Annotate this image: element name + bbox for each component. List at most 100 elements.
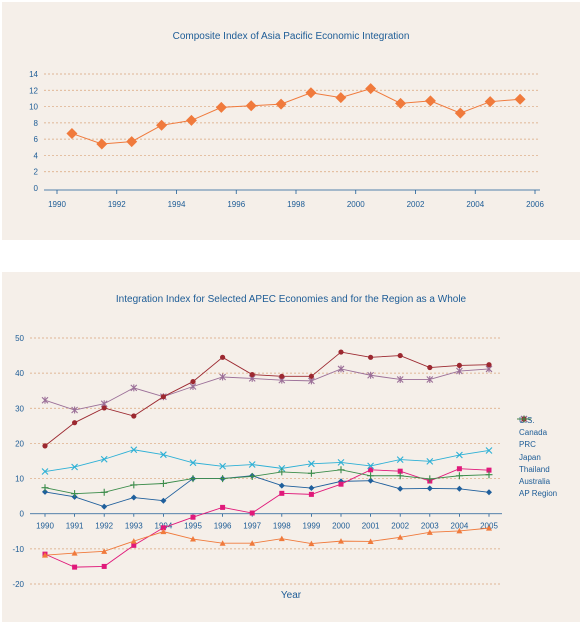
- x-tick-label: 1996: [227, 200, 245, 209]
- data-point: [486, 467, 492, 473]
- x-tick-label: 1996: [214, 522, 232, 531]
- series-prc: [42, 525, 492, 558]
- y-tick-label: 20: [15, 439, 24, 448]
- data-point: [160, 394, 166, 400]
- data-point: [338, 478, 344, 485]
- data-point: [367, 462, 374, 470]
- y-tick-label: 4: [34, 151, 39, 160]
- y-tick-label: 50: [15, 334, 24, 343]
- data-point: [455, 472, 463, 480]
- data-point: [395, 97, 407, 109]
- composite-index-panel: Composite Index of Asia Pacific Economic…: [2, 2, 580, 240]
- data-point: [100, 488, 108, 496]
- data-point: [249, 510, 255, 516]
- data-point: [189, 475, 197, 483]
- series-line: [71, 88, 521, 145]
- series-line: [44, 351, 490, 447]
- integration-index-panel: Integration Index for Selected APEC Econ…: [2, 272, 580, 622]
- data-point: [486, 489, 492, 496]
- legend-item: Canada: [516, 416, 557, 438]
- data-point: [190, 514, 196, 520]
- data-point: [275, 98, 287, 110]
- data-point: [72, 564, 78, 570]
- legend-label: Japan: [519, 452, 541, 462]
- series-line: [44, 468, 490, 568]
- data-point: [396, 375, 404, 383]
- legend-label: Australia: [519, 477, 551, 487]
- x-tick-label: 2002: [407, 200, 425, 209]
- legend-label: AP Region: [519, 489, 558, 499]
- data-point: [397, 534, 404, 540]
- data-point: [130, 384, 138, 392]
- y-tick-label: 0: [34, 184, 39, 193]
- y-tick-label: 30: [15, 404, 24, 413]
- x-tick-label: 1993: [125, 522, 143, 531]
- data-point: [190, 378, 196, 385]
- data-point: [71, 550, 78, 556]
- data-point: [338, 538, 344, 544]
- series-line: [44, 475, 490, 508]
- series-line: [44, 527, 490, 556]
- data-point: [367, 477, 374, 484]
- y-tick-label: 10: [15, 475, 24, 484]
- data-point: [42, 443, 48, 449]
- data-point: [160, 497, 167, 504]
- y-tick-label: 12: [29, 86, 38, 95]
- data-point: [456, 485, 463, 492]
- data-point: [159, 479, 167, 487]
- chart-title: Integration Index for Selected APEC Econ…: [115, 294, 467, 305]
- data-point: [71, 463, 78, 471]
- y-tick-label: 40: [15, 369, 24, 378]
- series-thailand: [41, 365, 493, 414]
- y-tick-label: 6: [34, 135, 39, 144]
- data-point: [278, 464, 286, 472]
- data-point: [456, 451, 463, 459]
- data-point: [42, 552, 48, 558]
- y-tick-label: -20: [12, 580, 24, 589]
- series-line: [44, 469, 490, 495]
- data-point: [367, 472, 375, 480]
- data-point: [220, 504, 226, 510]
- data-point: [368, 354, 374, 360]
- y-tick-label: 0: [20, 510, 25, 519]
- x-tick-label: 1998: [273, 522, 291, 531]
- data-point: [308, 491, 314, 497]
- data-point: [308, 373, 314, 379]
- legend-item: Thailand: [516, 415, 557, 475]
- x-tick-label: 1997: [243, 522, 261, 531]
- data-point: [427, 364, 433, 371]
- data-point: [190, 536, 196, 542]
- x-axis-title: Year: [280, 590, 302, 601]
- data-point: [71, 490, 79, 498]
- data-point: [41, 484, 49, 492]
- data-point: [368, 467, 374, 473]
- data-point: [337, 365, 345, 373]
- legend-label: Canada: [519, 427, 548, 437]
- y-tick-label: 2: [34, 168, 39, 177]
- data-point: [160, 451, 167, 459]
- x-tick-label: 1992: [95, 522, 113, 531]
- data-point: [41, 468, 49, 475]
- x-tick-label: 1999: [303, 522, 321, 531]
- data-point: [219, 475, 227, 483]
- data-point: [42, 488, 48, 495]
- data-point: [307, 469, 315, 477]
- data-point: [245, 100, 257, 112]
- data-point: [249, 371, 255, 378]
- data-point: [424, 95, 436, 107]
- y-tick-label: 14: [29, 70, 38, 79]
- data-point: [456, 466, 462, 472]
- legend-label: PRC: [519, 440, 536, 450]
- data-point: [131, 542, 137, 548]
- data-point: [219, 540, 226, 546]
- data-point: [484, 96, 496, 108]
- data-point: [156, 119, 168, 131]
- data-point: [279, 490, 285, 496]
- legend-item: AP Region: [516, 415, 558, 500]
- x-tick-label: 1994: [168, 200, 186, 209]
- data-point: [101, 503, 108, 510]
- data-point: [337, 466, 345, 474]
- data-point: [308, 485, 315, 492]
- data-point: [249, 540, 256, 546]
- data-point: [101, 405, 107, 411]
